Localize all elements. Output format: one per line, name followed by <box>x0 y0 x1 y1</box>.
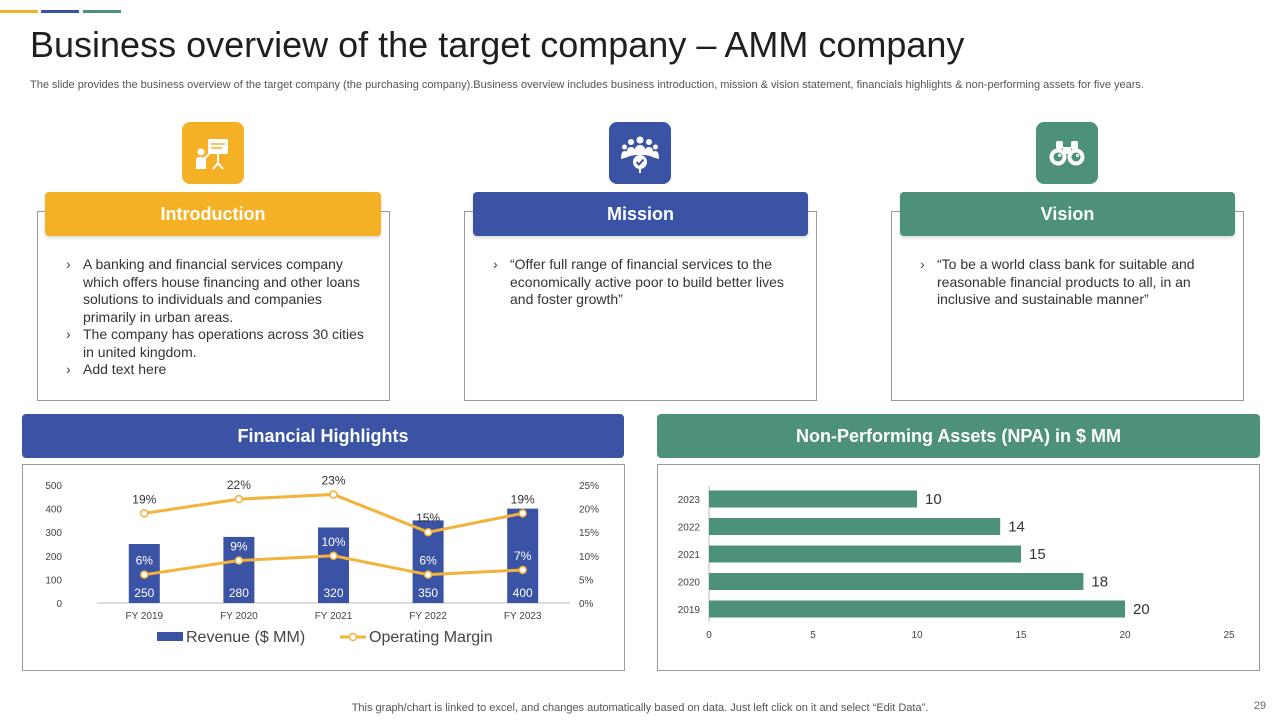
line-data-label: 22% <box>227 478 251 492</box>
bar-data-label: 10 <box>925 491 942 508</box>
slide-title: Business overview of the target company … <box>30 24 965 65</box>
x-axis-tick-label: 20 <box>1119 630 1131 641</box>
presentation-icon <box>196 139 228 170</box>
y2-axis-tick-label: 5% <box>579 575 594 586</box>
npa-bar <box>709 490 917 508</box>
line-data-label: 23% <box>321 473 345 487</box>
line-point <box>234 556 244 565</box>
y2-axis-tick-label: 20% <box>579 505 599 516</box>
bar-data-label: 15 <box>1029 546 1046 563</box>
line-data-label: 6% <box>136 554 154 568</box>
y-axis-tick-label: 300 <box>45 528 62 539</box>
y-axis-tick-label: 200 <box>45 552 62 563</box>
revenue-bar <box>318 527 349 603</box>
accent-bar-yellow <box>0 10 38 13</box>
line-data-label: 19% <box>132 492 156 506</box>
npa-header: Non-Performing Assets (NPA) in $ MM <box>657 414 1260 458</box>
financial-chart: 0 100 200 300 400 500 0% 5% 10% 15% 20% 25% FY 2019 F… <box>45 473 599 646</box>
line-data-label: 10% <box>321 535 345 549</box>
legend-revenue-swatch <box>157 632 183 641</box>
legend-margin-marker <box>348 632 358 642</box>
x-axis-tick-label: 0 <box>706 630 712 641</box>
x-axis-tick-label: 10 <box>911 630 923 641</box>
mission-header: Mission <box>473 192 808 236</box>
x-axis-tick-label: FY 2022 <box>409 611 447 622</box>
line-data-label: 6% <box>419 554 437 568</box>
y2-axis-tick-label: 0% <box>579 599 594 610</box>
vision-header: Vision <box>900 192 1235 236</box>
y-axis-tick-label: 500 <box>45 481 62 492</box>
line-point <box>518 565 527 575</box>
line-data-label: 7% <box>514 549 532 563</box>
x-axis-tick-label: 15 <box>1015 630 1027 641</box>
x-axis-tick-label: 25 <box>1223 630 1235 641</box>
legend-revenue-label: Revenue ($ MM) <box>186 629 305 646</box>
line-point <box>140 570 149 579</box>
y-axis-tick-label: 2021 <box>678 550 701 561</box>
binoculars-icon <box>1049 141 1085 166</box>
list-item: “Offer full range of financial services … <box>491 256 795 309</box>
bar-data-label: 320 <box>323 586 343 600</box>
list-item: A banking and financial services company… <box>64 256 368 326</box>
x-axis-tick-label: FY 2020 <box>220 611 258 622</box>
footer-note: This graph/chart is linked to excel, and… <box>351 702 929 714</box>
bar-data-label: 18 <box>1091 574 1108 591</box>
operating-margin-line <box>144 492 523 534</box>
revenue-bar <box>507 508 539 603</box>
line-data-label: 19% <box>511 492 535 506</box>
line-point <box>423 527 433 537</box>
x-axis-tick-label: FY 2019 <box>125 611 163 622</box>
slide-subtitle: The slide provides the business overview… <box>30 79 1144 91</box>
list-item: The company has operations across 30 cit… <box>64 326 368 361</box>
line-point <box>234 494 244 504</box>
y2-axis-tick-label: 10% <box>579 552 599 563</box>
line-data-label: 15% <box>416 511 440 525</box>
list-item: “To be a world class bank for suitable a… <box>918 256 1222 309</box>
introduction-icon-box <box>182 122 244 184</box>
mission-bullets: “Offer full range of financial services … <box>491 256 795 309</box>
npa-chart: 2023 10 2022 14 2021 15 2020 18 2019 20 0 5 10 15 20 25 <box>678 486 1235 641</box>
npa-bar <box>709 573 1084 590</box>
bar-data-label: 250 <box>134 586 154 600</box>
npa-bar <box>709 518 1001 535</box>
y-axis-tick-label: 400 <box>45 505 62 516</box>
bar-data-label: 20 <box>1133 601 1150 618</box>
team-icon <box>621 136 659 173</box>
y-axis-tick-label: 2019 <box>678 605 701 616</box>
line-point <box>518 509 527 518</box>
introduction-header: Introduction <box>45 192 381 236</box>
page-number: 29 <box>1253 700 1266 712</box>
y2-axis-tick-label: 25% <box>579 481 599 492</box>
financial-highlights-header: Financial Highlights <box>22 414 624 458</box>
bar-data-label: 350 <box>418 586 438 600</box>
y-axis-tick-label: 2023 <box>678 495 701 506</box>
legend-margin-label: Operating Margin <box>369 629 493 646</box>
x-axis-tick-label: FY 2021 <box>315 611 353 622</box>
npa-bar <box>709 545 1021 563</box>
y-axis-tick-label: 2022 <box>678 523 701 534</box>
x-axis-tick-label: FY 2023 <box>504 611 542 622</box>
introduction-bullets: A banking and financial services company… <box>64 256 368 379</box>
mission-icon-box <box>609 122 671 184</box>
line-data-label: 9% <box>230 540 248 554</box>
line-point <box>423 570 433 579</box>
y2-axis-tick-label: 15% <box>579 528 599 539</box>
bar-data-label: 280 <box>229 586 249 600</box>
bar-data-label: 14 <box>1008 519 1025 536</box>
y-axis-tick-label: 2020 <box>678 578 701 589</box>
accent-bar-green <box>83 10 121 13</box>
revenue-bar <box>223 536 255 603</box>
list-item: Add text here <box>64 361 368 379</box>
y-axis-tick-label: 0 <box>56 599 62 610</box>
line-point <box>329 490 338 499</box>
y-axis-tick-label: 100 <box>45 575 62 586</box>
accent-bar-blue <box>41 10 79 13</box>
vision-bullets: “To be a world class bank for suitable a… <box>918 256 1222 309</box>
vision-icon-box <box>1036 122 1098 184</box>
line-point <box>329 551 338 561</box>
bar-data-label: 400 <box>513 586 533 600</box>
npa-bar <box>709 600 1125 618</box>
x-axis-tick-label: 5 <box>810 630 816 641</box>
line-point <box>140 509 149 518</box>
